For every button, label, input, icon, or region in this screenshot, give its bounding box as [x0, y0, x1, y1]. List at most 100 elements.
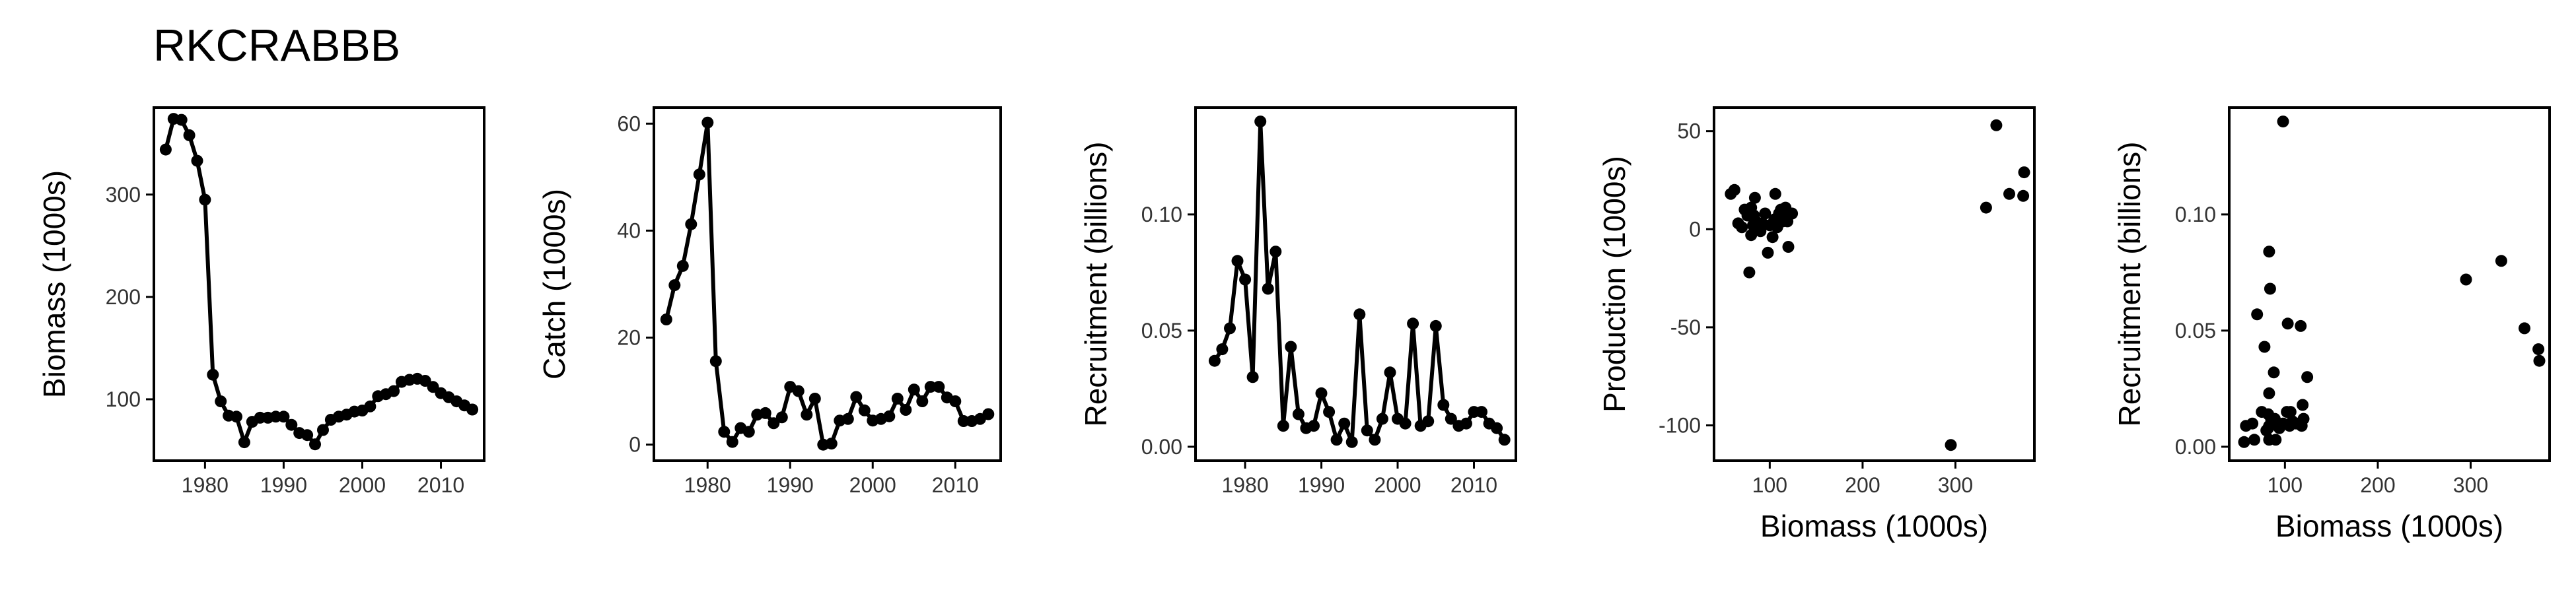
data-point: [1231, 255, 1244, 267]
data-point: [2018, 166, 2030, 179]
data-point: [317, 424, 329, 436]
data-point: [1728, 183, 1740, 196]
data-point: [759, 407, 771, 419]
data-point: [2256, 406, 2268, 418]
data-point: [2263, 246, 2275, 258]
chart-panel-biomass: 100 200 300 1980 1990 2000 2010 Biomass (1000s): [37, 106, 485, 497]
data-point: [841, 412, 854, 425]
plot-frame: [153, 106, 485, 462]
y-tick-label: 0: [629, 433, 641, 457]
data-point: [668, 279, 681, 292]
data-point: [1766, 231, 1779, 244]
x-axis-label: Biomass (1000s): [1760, 509, 1988, 543]
data-point: [1246, 371, 1259, 383]
y-tick-label: 0.10: [1141, 203, 1182, 226]
plot-frame: [1713, 106, 2036, 462]
data-point: [215, 395, 227, 408]
data-point: [2264, 282, 2276, 295]
data-point: [1491, 422, 1503, 434]
y-axis-label: Recruitment (billions): [1079, 141, 1113, 426]
data-point: [924, 381, 937, 393]
plot-frame: [653, 106, 1002, 462]
x-tick-label: 100: [2268, 473, 2303, 497]
x-tick-label: 2000: [849, 473, 896, 497]
data-point: [301, 429, 314, 442]
data-point: [1980, 201, 1992, 214]
data-point: [701, 116, 714, 129]
data-point: [2270, 434, 2282, 446]
x-tick-label: 300: [1938, 473, 1973, 497]
data-point: [1270, 246, 1282, 258]
page-title: RKCRABBB: [153, 20, 401, 71]
y-tick-label: 40: [617, 218, 641, 242]
data-point: [1262, 282, 1274, 295]
x-tick-label: 1990: [767, 473, 814, 497]
data-point: [2301, 371, 2314, 383]
x-tick-label: 2010: [1450, 473, 1497, 497]
data-point: [1748, 191, 1761, 204]
data-point: [685, 218, 698, 230]
data-point: [1786, 207, 1799, 220]
data-point: [2017, 189, 2030, 202]
chart-panel-recruitment: 0.00 0.05 0.10 1980 1990 2000 2010 Recruitment …: [1079, 106, 1517, 497]
data-point: [1254, 116, 1267, 128]
plot-frame: [1194, 106, 1517, 462]
x-tick-label: 200: [2360, 473, 2395, 497]
y-axis-label: Recruitment (billions): [2112, 141, 2147, 426]
data-point: [2260, 424, 2273, 437]
data-point: [825, 438, 838, 450]
y-tick-label: 200: [106, 285, 141, 309]
y-tick-label: -50: [1670, 315, 1701, 339]
data-point: [1224, 322, 1236, 335]
y-axis-label: Production (1000s): [1597, 156, 1631, 412]
data-point: [1745, 229, 1758, 242]
data-point: [900, 404, 912, 416]
data-point: [1429, 319, 1442, 332]
x-tick-label: 2010: [417, 473, 464, 497]
data-point: [1399, 417, 1412, 430]
y-tick-label: 300: [106, 183, 141, 207]
data-point: [1292, 408, 1305, 420]
data-point: [768, 417, 780, 430]
data-point: [2281, 317, 2294, 330]
data-point: [883, 410, 896, 422]
x-tick-label: 1980: [182, 473, 229, 497]
y-tick-label: 20: [617, 326, 641, 350]
data-point: [2277, 116, 2289, 128]
data-point: [1743, 266, 1756, 279]
data-point: [982, 408, 995, 420]
data-point: [933, 381, 945, 393]
data-point: [949, 395, 962, 407]
data-point: [2003, 187, 2015, 200]
data-point: [1759, 207, 1771, 220]
data-point: [238, 436, 250, 449]
data-point: [2295, 319, 2307, 332]
data-point: [1353, 308, 1366, 321]
data-point: [159, 143, 172, 156]
data-point: [1445, 412, 1457, 425]
data-point: [1369, 434, 1381, 446]
data-point: [1437, 399, 1450, 411]
chart-panel-stock-recruitment: 0.00 0.05 0.10 100 200 300 Recruitment (billio…: [2112, 106, 2551, 543]
data-point: [285, 418, 298, 431]
chart-panel-production: -100 -50 0 50 100 200 300 Production (1000s) Bio…: [1597, 106, 2036, 543]
x-tick-label: 2010: [932, 473, 979, 497]
data-point: [1345, 436, 1358, 448]
data-point: [1407, 317, 1419, 330]
x-tick-label: 1990: [1298, 473, 1345, 497]
data-point: [1990, 119, 2003, 131]
data-point: [2290, 417, 2303, 430]
data-point: [1338, 417, 1351, 430]
data-point: [231, 411, 242, 423]
y-tick-label: 60: [617, 112, 641, 135]
y-tick-label: 50: [1677, 119, 1701, 143]
data-point: [2533, 354, 2546, 367]
series-line: [664, 120, 989, 447]
y-tick-label: 100: [106, 387, 141, 411]
data-point: [2248, 434, 2260, 446]
chart-panel-catch: 0 20 40 60 1980 1990 2000 2010 Catch (1000s): [537, 106, 1002, 497]
data-point: [2268, 366, 2280, 379]
data-point: [2532, 343, 2545, 356]
data-point: [1762, 246, 1774, 259]
data-point: [1323, 406, 1336, 418]
